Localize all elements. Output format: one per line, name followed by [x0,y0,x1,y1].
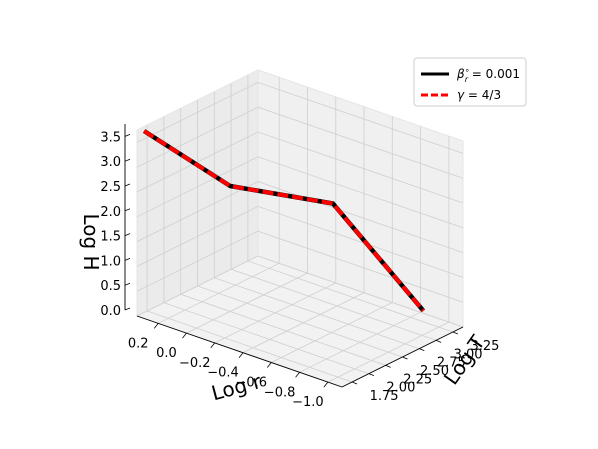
z-tick-label: 3.5 [100,130,121,145]
x-tick-mark [153,323,159,329]
z-tick-mark [124,282,131,286]
x-axis-line [136,315,343,388]
grid-line-z [136,131,464,204]
z-tick-mark [124,208,131,212]
z-tick-label: 0.0 [100,304,121,319]
grid-line-z [136,181,464,253]
data-series [142,129,426,313]
z-tick-label: 2.5 [100,180,121,195]
y-tick-mark [385,364,391,368]
z-tick-label: 1.0 [100,254,121,269]
x-axis-ticks: 0.2 0.0−0.2−0.4−0.6−0.8−1.0 [128,323,329,410]
grid-line-z [136,81,464,154]
z-tick-mark [124,134,131,137]
grid-line-z [136,255,464,328]
y-tick-label: 3.25 [470,339,499,354]
y-tick-label: 2.50 [420,364,449,379]
x-tick-label: −0.8 [264,385,296,400]
y-tick-mark [419,348,425,352]
grid-lines [136,75,464,383]
grid-line-z [136,156,464,229]
y-tick-mark [402,356,408,360]
legend-label-0: β∘ r = 0.001 [456,66,520,84]
x-tick-label: 0.2 [128,336,149,351]
z-axis-label: Log H [79,213,103,270]
legend: β∘ r = 0.001 γ = 4/3 [413,57,527,107]
y-tick-label: 3.00 [454,347,483,362]
x-tick-label: −1.0 [292,395,324,410]
z-tick-label: 2.0 [100,205,121,220]
z-tick-label: 1.5 [100,230,121,245]
z-tick-mark [124,307,131,311]
y-tick-label: 2.75 [437,356,466,371]
x-tick-label: −0.2 [179,356,211,371]
y-tick-label: 2.25 [403,372,432,387]
y-tick-mark [351,381,358,385]
y-tick-label: 2.00 [386,381,415,396]
y-tick-mark [452,331,459,335]
x-tick-mark [323,381,329,388]
grid-line-z [136,106,464,179]
y-axis-ticks: 1.752.002.252.502.753.003.25 [351,331,499,404]
z-tick-mark [124,233,131,236]
x-tick-label: −0.4 [207,366,239,381]
z-tick-mark [124,158,131,162]
x-tick-label: 0.0 [156,346,177,361]
grid-line-z [136,205,464,278]
z-tick-label: 3.0 [100,155,121,170]
z-tick-mark [124,258,131,261]
legend-label-1: γ = 4/3 [457,88,501,102]
x-tick-mark [238,352,244,358]
x-tick-label: −0.6 [236,376,268,391]
z-axis-ticks: 0.0 0.5 1.0 1.5 2.0 2.5 3.0 3.5 [100,130,131,319]
x-tick-mark [295,372,300,378]
z-tick-mark [124,183,131,187]
x-tick-mark [266,362,272,368]
series-line-1 [143,129,425,313]
y-tick-mark [368,373,375,377]
y-tick-mark [435,339,442,343]
x-tick-mark [182,332,187,339]
x-tick-mark [210,342,216,349]
z-tick-label: 0.5 [100,279,121,294]
y-tick-label: 1.75 [370,389,399,404]
